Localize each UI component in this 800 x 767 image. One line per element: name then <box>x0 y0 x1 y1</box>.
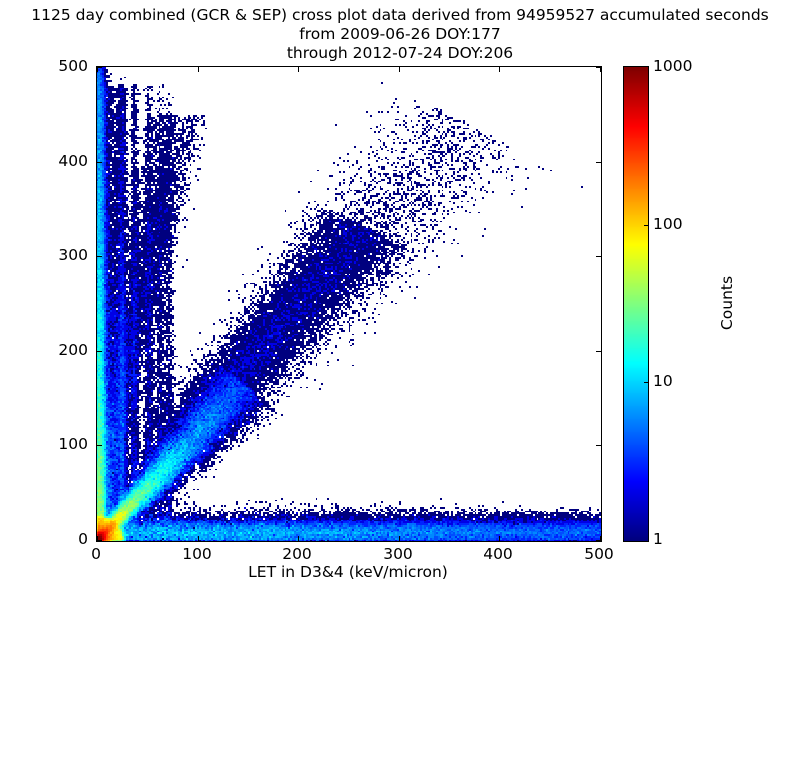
x-ticklabel-0: 0 <box>91 545 101 563</box>
y-tick-0 <box>97 540 102 541</box>
y-tick-right-100 <box>596 445 601 446</box>
y-tick-right-300 <box>596 256 601 257</box>
plot-title: 1125 day combined (GCR & SEP) cross plot… <box>0 6 800 63</box>
title-line-2: from 2009-06-26 DOY:177 <box>299 25 501 43</box>
colorbar-gradient <box>624 67 648 541</box>
plot-axes-frame <box>96 66 602 542</box>
colorbar-label: Counts <box>718 275 736 331</box>
x-tick-500 <box>600 536 601 541</box>
x-tick-top-500 <box>600 67 601 72</box>
x-ticklabel-500: 500 <box>584 545 614 563</box>
title-line-3: through 2012-07-24 DOY:206 <box>286 44 514 62</box>
let-cross-plot-heatmap <box>97 67 601 541</box>
colorbar-ticklabel-1: 1 <box>653 530 663 548</box>
y-tick-200 <box>97 351 102 352</box>
y-tick-right-400 <box>596 162 601 163</box>
x-ticklabel-400: 400 <box>483 545 513 563</box>
y-tick-right-500 <box>596 67 601 68</box>
colorbar <box>623 66 649 542</box>
y-ticklabel-200: 200 <box>58 341 88 359</box>
x-tick-200 <box>298 536 299 541</box>
title-line-1: 1125 day combined (GCR & SEP) cross plot… <box>31 6 769 24</box>
y-tick-500 <box>97 67 102 68</box>
x-axis-label: LET in D3&4 (keV/micron) <box>248 563 448 581</box>
y-ticklabel-400: 400 <box>58 152 88 170</box>
colorbar-ticklabel-100: 100 <box>653 215 683 233</box>
y-ticklabel-300: 300 <box>58 246 88 264</box>
y-tick-300 <box>97 256 102 257</box>
x-tick-top-300 <box>399 67 400 72</box>
x-tick-100 <box>198 536 199 541</box>
y-ticklabel-500: 500 <box>58 57 88 75</box>
x-tick-300 <box>399 536 400 541</box>
x-tick-0 <box>97 536 98 541</box>
colorbar-tick-100 <box>644 225 648 226</box>
y-ticklabel-100: 100 <box>58 435 88 453</box>
y-ticklabel-0: 0 <box>78 530 88 548</box>
y-tick-right-0 <box>596 540 601 541</box>
colorbar-ticklabel-10: 10 <box>653 372 673 390</box>
x-tick-top-400 <box>499 67 500 72</box>
x-tick-top-200 <box>298 67 299 72</box>
y-tick-100 <box>97 445 102 446</box>
figure-canvas: 1125 day combined (GCR & SEP) cross plot… <box>0 6 800 581</box>
colorbar-ticklabel-1000: 1000 <box>653 57 693 75</box>
x-ticklabel-300: 300 <box>383 545 413 563</box>
x-ticklabel-100: 100 <box>182 545 212 563</box>
x-tick-top-100 <box>198 67 199 72</box>
y-tick-right-200 <box>596 351 601 352</box>
colorbar-tick-10 <box>644 382 648 383</box>
x-tick-top-0 <box>97 67 98 72</box>
y-tick-400 <box>97 162 102 163</box>
x-ticklabel-200: 200 <box>282 545 312 563</box>
x-tick-400 <box>499 536 500 541</box>
